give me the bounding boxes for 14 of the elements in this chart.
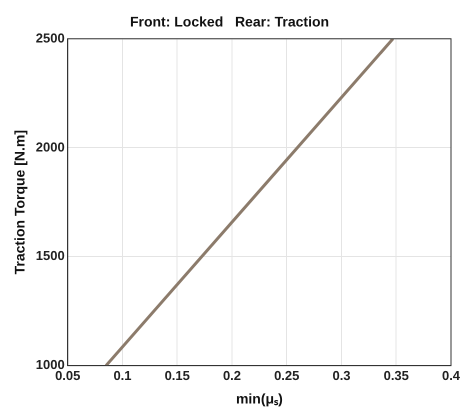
x-tick-label: 0.15 xyxy=(164,368,190,383)
chart-title: Front: Locked Rear: Traction xyxy=(130,13,330,30)
x-tick-label: 0.2 xyxy=(222,368,242,383)
x-tick-label: 0.1 xyxy=(113,368,132,383)
y-tick-label: 2500 xyxy=(36,30,65,46)
y-tick-label: 2000 xyxy=(36,139,65,154)
x-tick-label: 0.25 xyxy=(274,368,300,383)
x-tick-label: 0.3 xyxy=(332,368,351,383)
x-tick-label: 0.05 xyxy=(55,368,80,383)
y-tick-label: 1500 xyxy=(36,248,65,264)
x-tick-label: 0.35 xyxy=(384,368,409,383)
x-tick-label: 0.4 xyxy=(442,368,461,383)
y-axis-title: Traction Torque [N.m] xyxy=(11,130,28,274)
x-axis-title: min(μₛ) xyxy=(236,390,283,406)
